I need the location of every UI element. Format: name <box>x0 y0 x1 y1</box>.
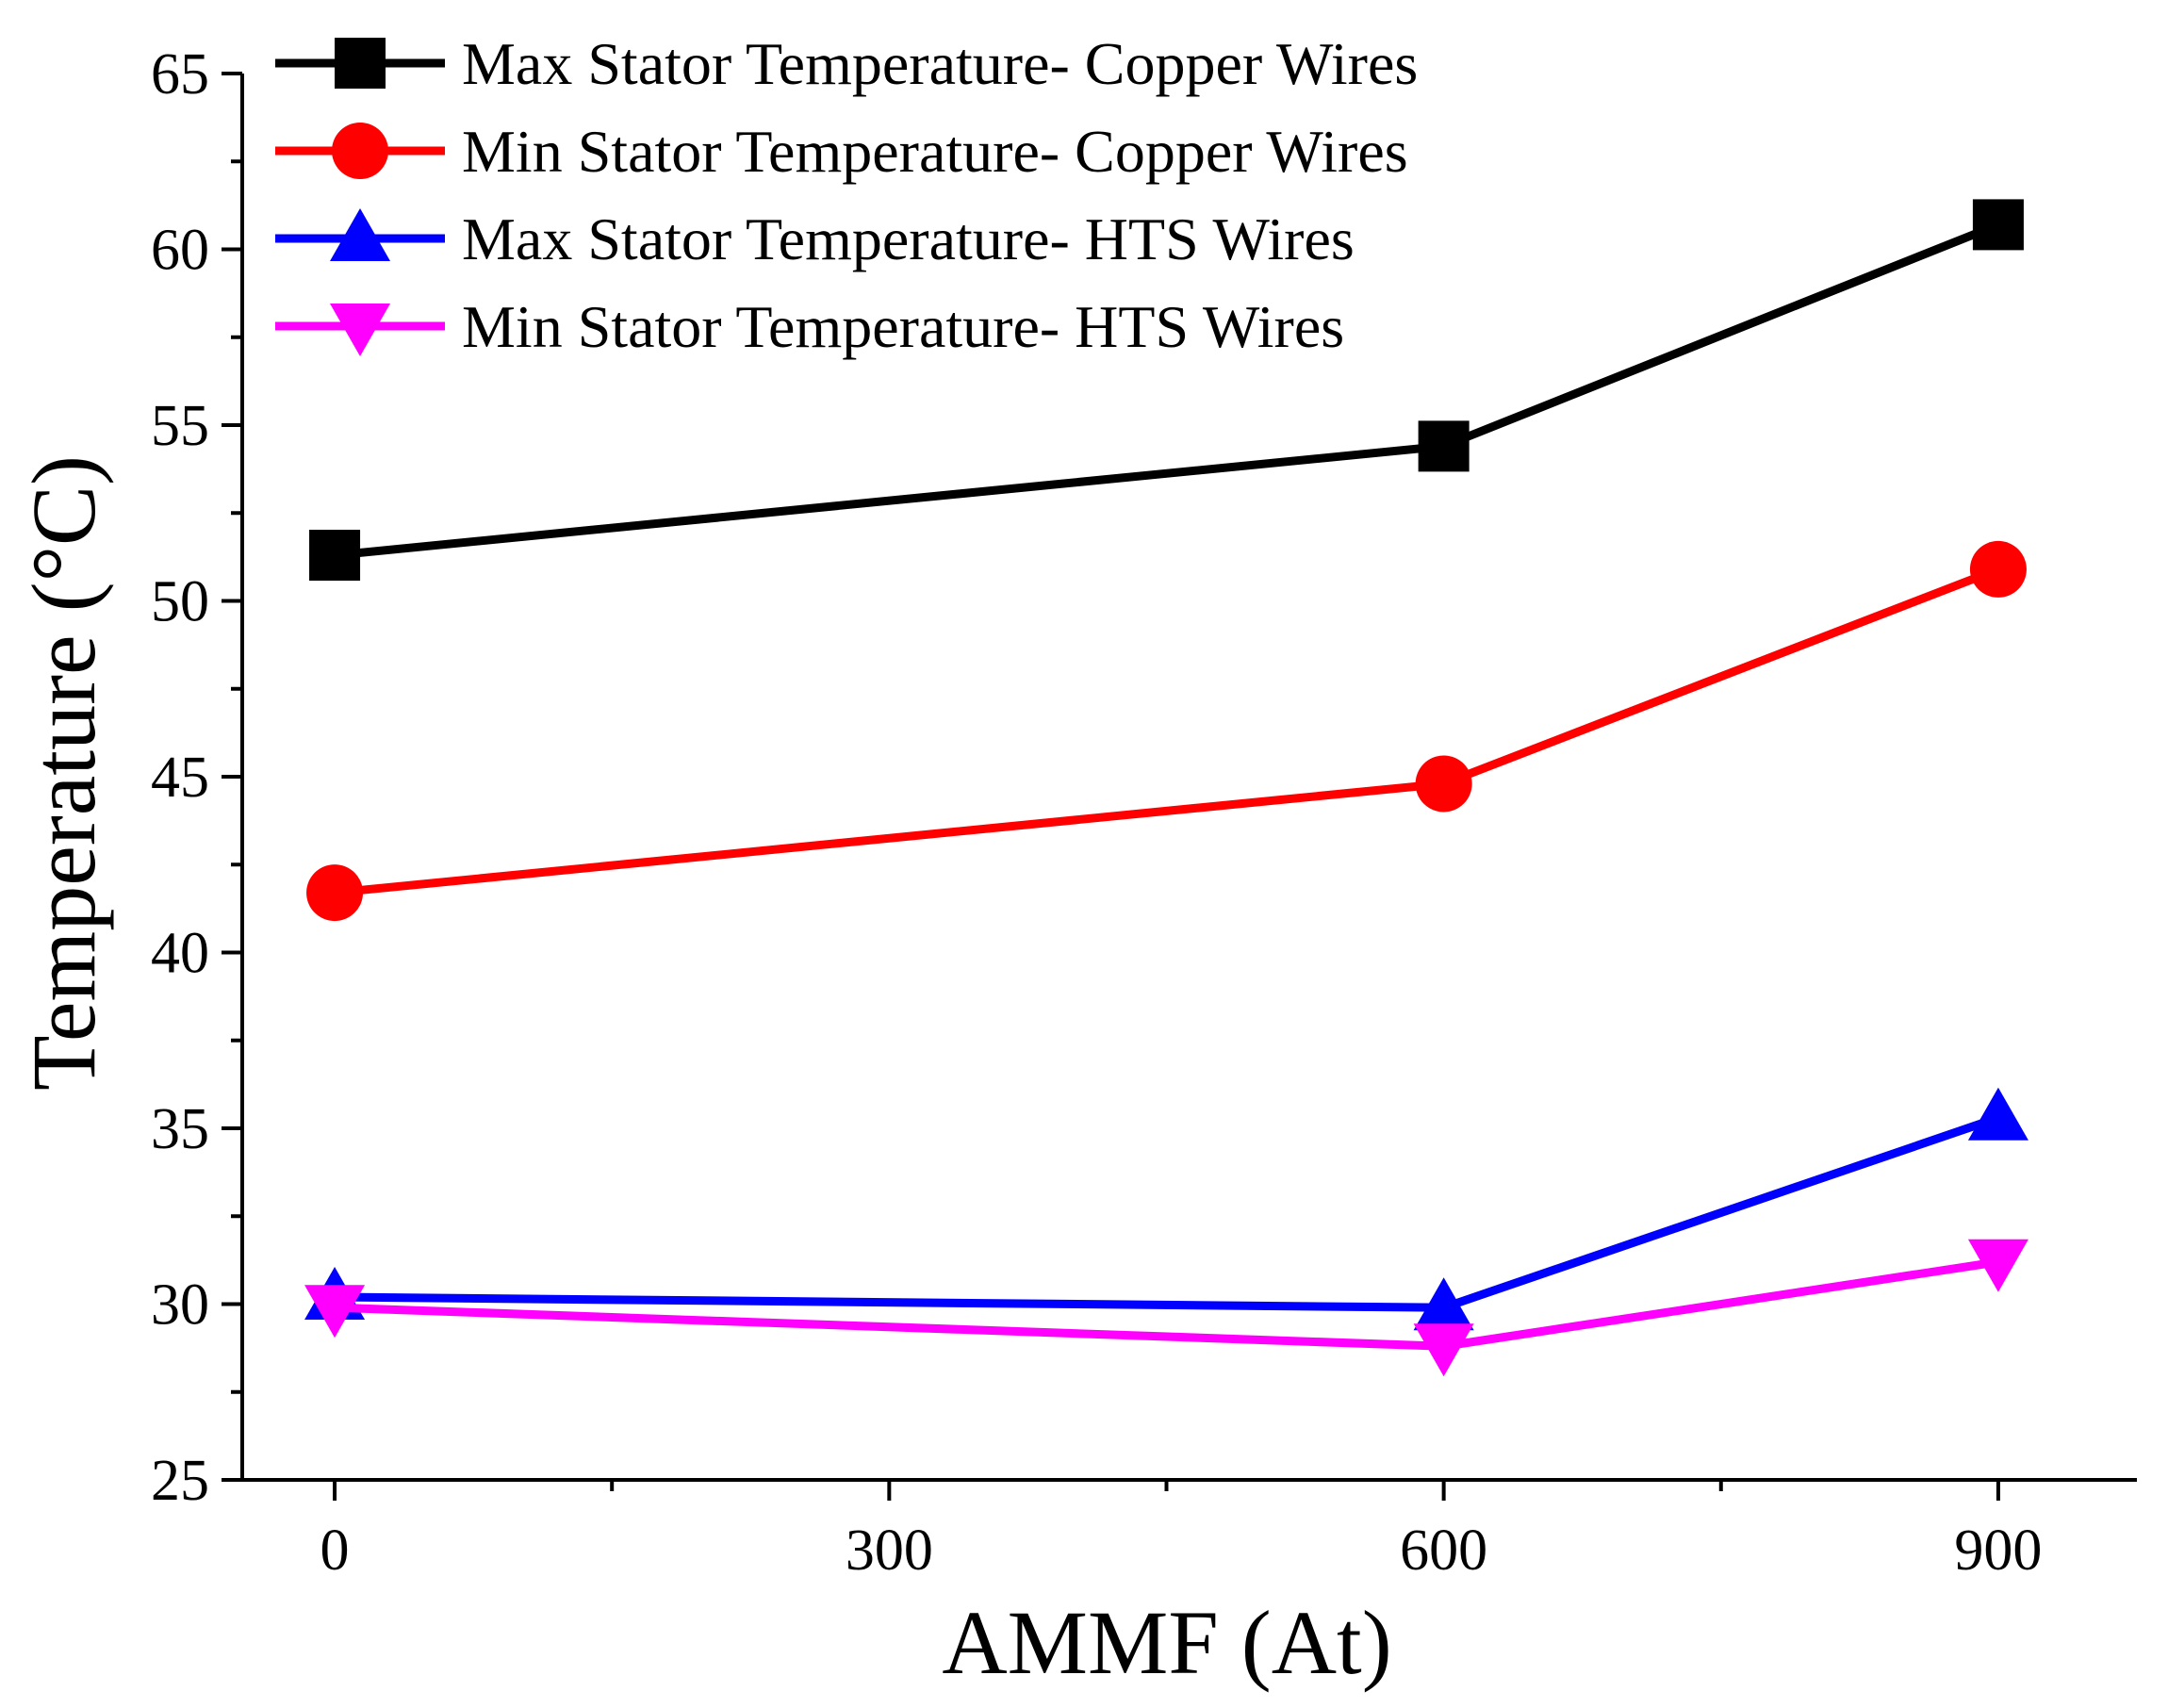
series-1 <box>309 199 2024 582</box>
legend-item-3: Max Stator Temperature- HTS Wires <box>275 205 1355 272</box>
y-tick-label: 60 <box>151 219 209 283</box>
legend: Max Stator Temperature- Copper Wires Min … <box>275 30 1418 360</box>
y-tick-label: 55 <box>151 394 209 458</box>
series <box>304 199 2028 1377</box>
x-tick-label: 600 <box>1400 1519 1487 1583</box>
data-point <box>1413 1323 1474 1377</box>
legend-swatch-marker <box>335 38 386 89</box>
legend-item-2: Min Stator Temperature- Copper Wires <box>275 118 1408 185</box>
legend-label: Max Stator Temperature- Copper Wires <box>462 30 1418 97</box>
y-tick-label: 30 <box>151 1273 209 1338</box>
series-line <box>334 221 2000 560</box>
y-tick-label: 35 <box>151 1097 209 1161</box>
series-2 <box>306 540 2027 922</box>
y-tick-label: 50 <box>151 570 209 634</box>
x-tick-label: 300 <box>846 1519 933 1583</box>
data-point <box>1418 420 1470 472</box>
data-point <box>1415 755 1472 813</box>
x-tick-label: 0 <box>320 1519 350 1583</box>
data-point <box>1972 199 2024 251</box>
data-point <box>1413 1277 1474 1331</box>
y-tick-label: 40 <box>151 922 209 986</box>
series-4 <box>304 1239 2028 1377</box>
legend-swatch-marker <box>330 304 390 356</box>
data-point <box>1969 540 2027 598</box>
y-axis-title: Temperature (°C) <box>13 455 114 1091</box>
series-line <box>335 1113 2000 1312</box>
legend-label: Min Stator Temperature- Copper Wires <box>462 118 1408 185</box>
legend-swatch-marker <box>332 123 388 179</box>
data-point <box>306 864 364 922</box>
legend-item-4: Min Stator Temperature- HTS Wires <box>275 293 1344 360</box>
legend-swatch-marker <box>330 208 390 261</box>
legend-label: Min Stator Temperature- HTS Wires <box>462 293 1344 360</box>
legend-label: Max Stator Temperature- HTS Wires <box>462 205 1355 272</box>
y-tick-label: 45 <box>151 746 209 810</box>
series-line <box>334 565 2000 897</box>
data-point <box>1967 1239 2028 1292</box>
data-point <box>309 530 361 582</box>
y-tick-label: 25 <box>151 1449 209 1513</box>
data-point <box>304 1285 366 1338</box>
x-tick-label: 900 <box>1954 1519 2042 1583</box>
data-point <box>1967 1087 2028 1141</box>
ticks: 25 30 35 40 45 50 55 60 65 0 300 600 900 <box>151 42 2042 1583</box>
x-axis-title: AMMF (At) <box>942 1592 1391 1693</box>
legend-item-1: Max Stator Temperature- Copper Wires <box>275 30 1418 97</box>
y-tick-label: 65 <box>151 42 209 107</box>
